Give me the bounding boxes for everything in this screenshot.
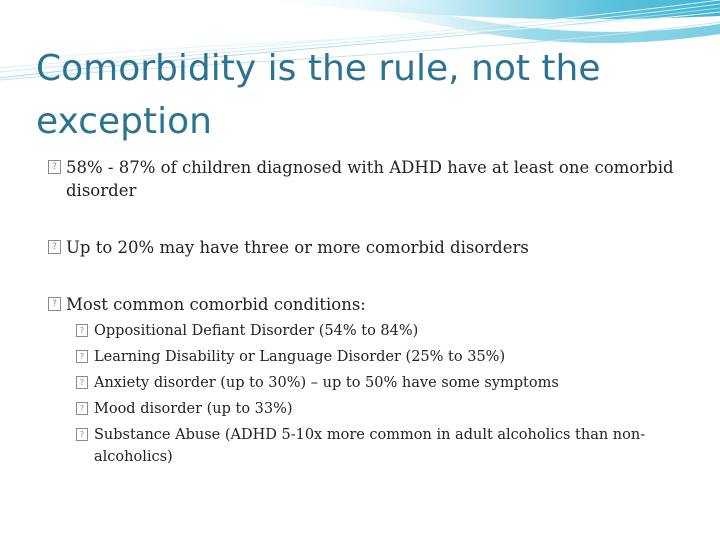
sub-bullet-text: Oppositional Defiant Disorder (54% to 84… [94,323,419,339]
sub-bullet-box-icon: ? [76,350,88,363]
slide-body: ? 58% - 87% of children diagnosed with A… [48,156,688,468]
bullet-text: 58% - 87% of children diagnosed with ADH… [66,158,674,200]
sub-bullet-item: ? Mood disorder (up to 33%) [76,398,688,420]
sub-bullet-box-icon: ? [76,428,88,441]
sub-bullet-list: ? Oppositional Defiant Disorder (54% to … [76,320,688,468]
bullet-box-icon: ? [48,240,61,254]
sub-bullet-item: ? Learning Disability or Language Disord… [76,346,688,368]
header-swoosh-decoration [0,0,720,81]
sub-bullet-text: Mood disorder (up to 33%) [94,401,293,417]
sub-bullet-text: Substance Abuse (ADHD 5-10x more common … [94,427,646,465]
sub-bullet-item: ? Anxiety disorder (up to 30%) – up to 5… [76,372,688,394]
sub-bullet-box-icon: ? [76,402,88,415]
sub-bullet-item: ? Substance Abuse (ADHD 5-10x more commo… [76,424,688,468]
sub-bullet-text: Learning Disability or Language Disorder… [94,349,506,365]
sub-bullet-text: Anxiety disorder (up to 30%) – up to 50%… [94,375,559,391]
bullet-text: Most common comorbid conditions: [66,295,366,314]
bullet-item: ? Most common comorbid conditions: [48,293,688,316]
sub-bullet-box-icon: ? [76,376,88,389]
bullet-box-icon: ? [48,160,61,174]
sub-bullet-item: ? Oppositional Defiant Disorder (54% to … [76,320,688,342]
bullet-text: Up to 20% may have three or more comorbi… [66,238,529,257]
bullet-item: ? 58% - 87% of children diagnosed with A… [48,156,688,202]
bullet-box-icon: ? [48,297,61,311]
sub-bullet-box-icon: ? [76,324,88,337]
slide-title: Comorbidity is the rule, not the excepti… [36,48,601,142]
bullet-item: ? Up to 20% may have three or more comor… [48,236,688,259]
